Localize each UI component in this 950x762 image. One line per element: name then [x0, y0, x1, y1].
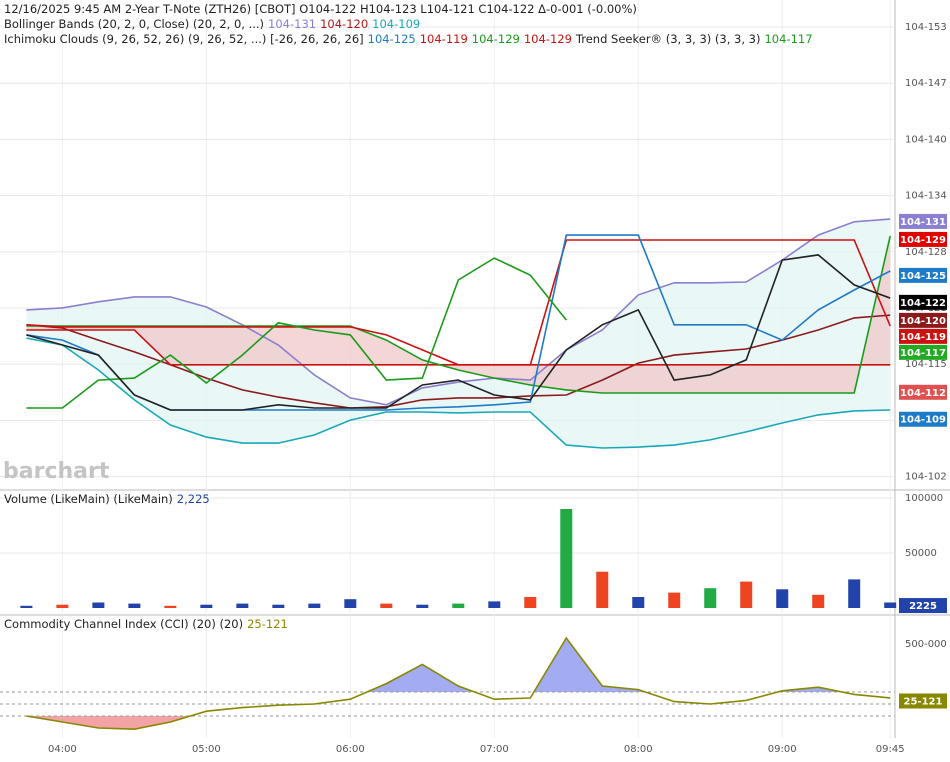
volume-bar	[380, 603, 393, 608]
series-line	[26, 257, 567, 409]
legend-label: Trend Seeker® (3, 3, 3) (3, 3, 3)	[575, 32, 761, 46]
legend-readout: 104-117	[764, 32, 813, 46]
legend-label: Ichimoku Clouds (9, 26, 52, 26) (9, 26, …	[4, 32, 364, 46]
y-tick-label: 104-140	[905, 134, 947, 145]
series-line	[26, 235, 891, 394]
volume-bar	[56, 604, 69, 608]
legend-line: 12/16/2025 9:45 AM 2-Year T-Note (ZTH26)…	[4, 2, 641, 17]
x-tick-label: 09:00	[768, 744, 797, 755]
legend-readout: 104-109	[372, 17, 421, 31]
volume-bar	[740, 581, 753, 608]
legend-line: Commodity Channel Index (CCI) (20) (20) 2…	[4, 617, 292, 632]
volume-bar	[776, 589, 789, 608]
y-tick-label: 104-128	[905, 247, 947, 258]
y-tick-label: 104-102	[905, 472, 947, 483]
volume-bar	[452, 603, 465, 608]
price-badge-label: 104-117	[900, 348, 946, 359]
legend-readout: 104-131	[268, 17, 317, 31]
price-badge	[899, 693, 947, 709]
price-badge-label: 104-122	[900, 298, 946, 309]
x-tick-label: 09:45	[876, 744, 905, 755]
volume-bar	[308, 603, 321, 608]
legend-readout: 104-125	[367, 32, 416, 46]
price-badge	[899, 267, 947, 283]
band-fill	[26, 235, 891, 394]
legend-line: Bollinger Bands (20, 2, 0, Close) (20, 2…	[4, 17, 424, 32]
legend-readout: 104-119	[419, 32, 468, 46]
price-badge-label: 104-109	[900, 415, 946, 426]
series-line	[26, 254, 891, 411]
volume-bar	[668, 592, 681, 608]
legend-label: Bollinger Bands (20, 2, 0, Close) (20, 2…	[4, 17, 265, 31]
volume-bar	[704, 588, 717, 608]
legend-readout: 104-129	[523, 32, 572, 46]
series-line	[26, 337, 891, 449]
volume-bar	[632, 596, 645, 608]
legend-line: Volume (LikeMain) (LikeMain) 2,225	[4, 492, 214, 507]
price-badge	[899, 294, 947, 310]
volume-bar	[560, 509, 573, 608]
y-tick-label: 50000	[905, 548, 937, 559]
price-badge	[899, 213, 947, 229]
legend-readout: 104-129	[471, 32, 520, 46]
price-badge	[899, 344, 947, 360]
price-badge-label: 104-125	[900, 271, 946, 282]
series-line	[26, 636, 891, 731]
y-tick-label: 104-134	[905, 191, 947, 202]
volume-bar	[128, 603, 141, 608]
legend-readout: 25-121	[247, 617, 288, 631]
x-tick-label: 08:00	[624, 744, 653, 755]
volume-bar	[596, 571, 609, 608]
price-badge	[899, 231, 947, 247]
volume-bar	[416, 604, 429, 608]
price-badge-label: 2225	[909, 601, 937, 612]
price-badge	[899, 312, 947, 328]
volume-bar	[272, 604, 285, 608]
price-badge	[899, 598, 947, 614]
volume-bar	[812, 594, 825, 608]
x-tick-label: 05:00	[192, 744, 221, 755]
price-badge-label: 104-120	[900, 316, 946, 327]
legend-line: Ichimoku Clouds (9, 26, 52, 26) (9, 26, …	[4, 32, 817, 47]
series-line	[26, 239, 891, 366]
volume-bar	[92, 602, 105, 608]
volume-bar	[344, 599, 357, 608]
price-badge	[899, 411, 947, 427]
legend-label: Commodity Channel Index (CCI) (20) (20)	[4, 617, 244, 631]
x-tick-label: 04:00	[48, 744, 77, 755]
price-badge-label: 104-112	[900, 388, 946, 399]
price-badge-label: 25-121	[904, 696, 943, 707]
watermark: barchart	[3, 459, 110, 484]
y-tick-label: 104-115	[905, 359, 947, 370]
volume-bar	[524, 596, 537, 608]
price-badge	[899, 384, 947, 400]
y-tick-label: 104-153	[905, 22, 947, 33]
volume-bar	[20, 605, 33, 608]
legend-readout: 104-120	[320, 17, 369, 31]
volume-bar	[848, 579, 861, 608]
y-tick-label: 104-147	[905, 78, 947, 89]
price-badge-label: 104-119	[900, 332, 946, 343]
x-tick-label: 07:00	[480, 744, 509, 755]
volume-bar	[164, 605, 177, 608]
legend-label: 12/16/2025 9:45 AM 2-Year T-Note (ZTH26)…	[4, 2, 637, 16]
price-badge	[899, 328, 947, 344]
y-tick-label: 500-000	[905, 639, 947, 650]
price-badge-label: 104-131	[900, 217, 946, 228]
volume-bar	[884, 602, 897, 608]
legend-readout: 2,225	[176, 492, 210, 506]
price-badge-label: 104-129	[900, 235, 946, 246]
series-line	[26, 218, 891, 406]
volume-bar	[236, 603, 249, 608]
volume-bar	[488, 601, 501, 608]
legend-label: Volume (LikeMain) (LikeMain)	[4, 492, 173, 506]
volume-bar	[200, 604, 213, 608]
y-tick-label: 100000	[905, 493, 943, 504]
x-tick-label: 06:00	[336, 744, 365, 755]
